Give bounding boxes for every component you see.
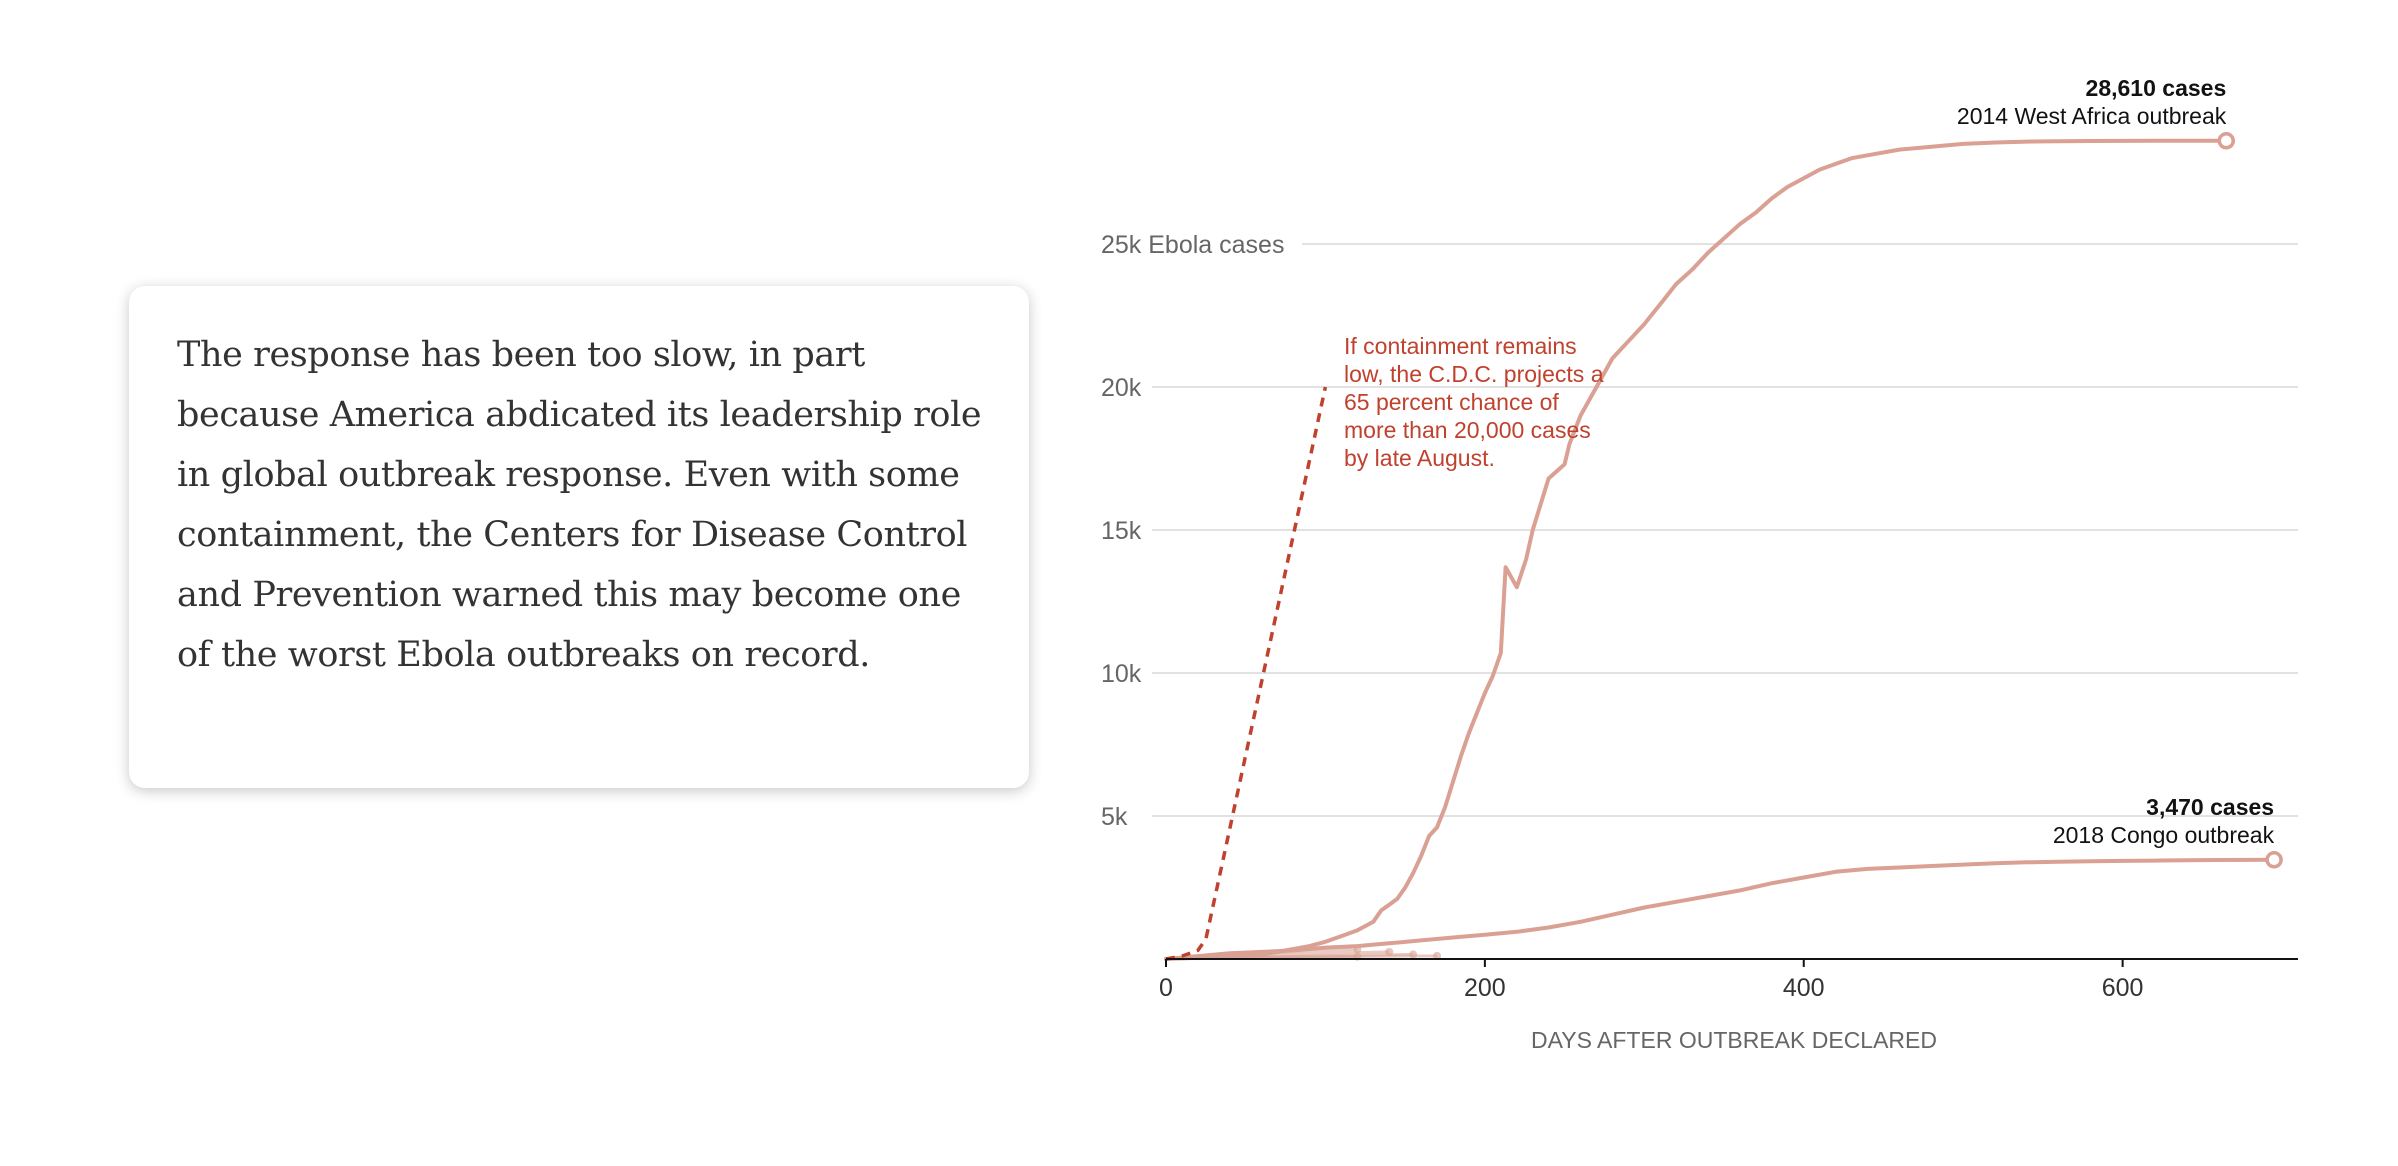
west-africa-end-label: 2014 West Africa outbreak — [1957, 103, 2227, 129]
annotation-line: more than 20,000 cases — [1344, 417, 1591, 443]
congo-end-label: 2018 Congo outbreak — [2053, 822, 2275, 848]
annotation-line: If containment remains — [1344, 333, 1577, 359]
small-outbreak-end-marker — [1433, 951, 1442, 960]
west-africa-line — [1164, 138, 2229, 961]
y-tick-label: 20k — [1101, 374, 1142, 402]
x-tick-label: 200 — [1464, 974, 1506, 1002]
x-tick-label: 400 — [1783, 974, 1825, 1002]
axes — [1165, 958, 2298, 967]
congo-end-value: 3,470 cases — [2146, 794, 2274, 820]
y-tick-label: 25k Ebola cases — [1101, 231, 1284, 259]
y-tick-label: 5k — [1101, 803, 1128, 831]
x-axis-title: DAYS AFTER OUTBREAK DECLARED — [1531, 1027, 1937, 1053]
projection-annotation: If containment remains low, the C.D.C. pr… — [1344, 333, 1604, 471]
grid-lines — [1152, 243, 2298, 817]
west-africa-end-marker — [2217, 132, 2236, 150]
congo-line — [1164, 857, 2277, 961]
annotation-line: by late August. — [1344, 445, 1495, 471]
x-tick-label: 0 — [1159, 974, 1173, 1002]
y-tick-label: 10k — [1101, 660, 1142, 688]
x-tick-label: 600 — [2102, 974, 2144, 1002]
quote-text: The response has been too slow, in part … — [177, 335, 982, 675]
annotation-line: 65 percent chance of — [1344, 389, 1559, 415]
annotation-line: low, the C.D.C. projects a — [1344, 361, 1604, 387]
quote-card: The response has been too slow, in part … — [129, 286, 1029, 788]
y-tick-label: 15k — [1101, 517, 1142, 545]
west-africa-end-value: 28,610 cases — [2086, 75, 2227, 101]
projection-dashed-line — [1165, 386, 1328, 961]
congo-end-marker — [2265, 851, 2283, 869]
